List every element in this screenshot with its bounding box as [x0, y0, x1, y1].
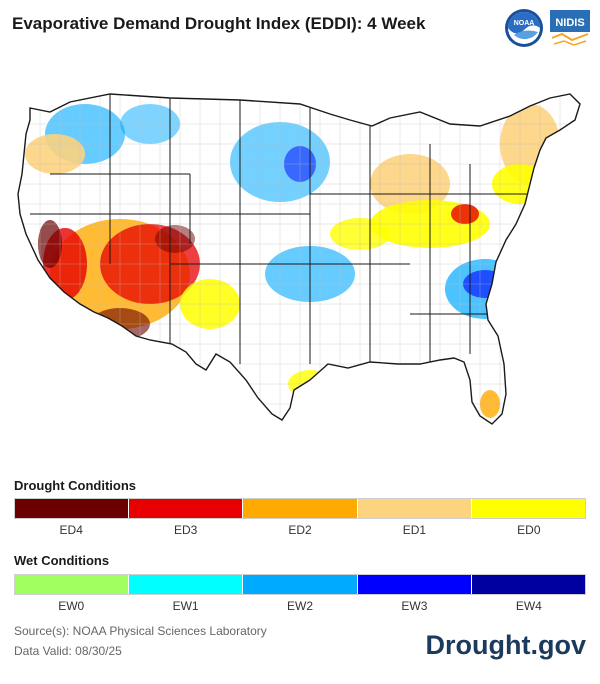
legend-swatch-ed2 — [243, 499, 358, 518]
us-outline — [17, 93, 581, 425]
legend-label-ew2: EW2 — [287, 599, 314, 613]
legend-swatch-ew2 — [243, 575, 358, 594]
noaa-logo: NOAA — [505, 9, 543, 47]
legend-label-ed3: ED3 — [173, 523, 198, 537]
noaa-logo-text: NOAA — [514, 20, 535, 27]
wet-legend-heading: Wet Conditions — [14, 553, 110, 568]
legend-label-ed0: ED0 — [517, 523, 541, 537]
legend-swatch-ew3 — [357, 575, 472, 594]
legend-label-ew3: EW3 — [401, 599, 428, 613]
legend-label-ed4: ED4 — [59, 523, 83, 537]
nidis-logo: NIDIS — [550, 8, 590, 48]
source-text: Source(s): NOAA Physical Sciences Labora… — [14, 624, 267, 638]
drought-legend-heading: Drought Conditions — [14, 478, 137, 493]
logos: NOAA NIDIS — [504, 8, 590, 48]
legend-label-ew1: EW1 — [172, 599, 199, 613]
legend-label-ed2: ED2 — [288, 523, 312, 537]
eddi-map — [17, 93, 581, 425]
drought-gov-link[interactable]: Drought.gov — [425, 630, 586, 660]
state-borders — [30, 94, 530, 364]
legend-swatch-ew4 — [471, 575, 586, 594]
legend-label-ew0: EW0 — [58, 599, 85, 613]
legend-swatch-ed1 — [357, 499, 472, 518]
drought-legend-bar — [14, 498, 586, 519]
legend-swatch-ed3 — [129, 499, 244, 518]
wet-legend-labels: EW0 EW1 EW2 EW3 EW4 — [14, 599, 586, 613]
data-valid-text: Data Valid: 08/30/25 — [14, 644, 122, 658]
legend-label-ed1: ED1 — [402, 523, 427, 537]
legend-swatch-ed4 — [15, 499, 130, 518]
legend-label-ew4: EW4 — [515, 599, 542, 613]
legend-swatch-ew0 — [15, 575, 130, 594]
drought-legend-labels: ED4 ED3 ED2 ED1 ED0 — [14, 523, 586, 537]
legend-swatch-ed0 — [471, 499, 586, 518]
nidis-logo-text: NIDIS — [555, 17, 584, 29]
map-title: Evaporative Demand Drought Index (EDDI):… — [12, 14, 426, 33]
wet-legend-bar — [14, 574, 586, 595]
legend-swatch-ew1 — [129, 575, 244, 594]
